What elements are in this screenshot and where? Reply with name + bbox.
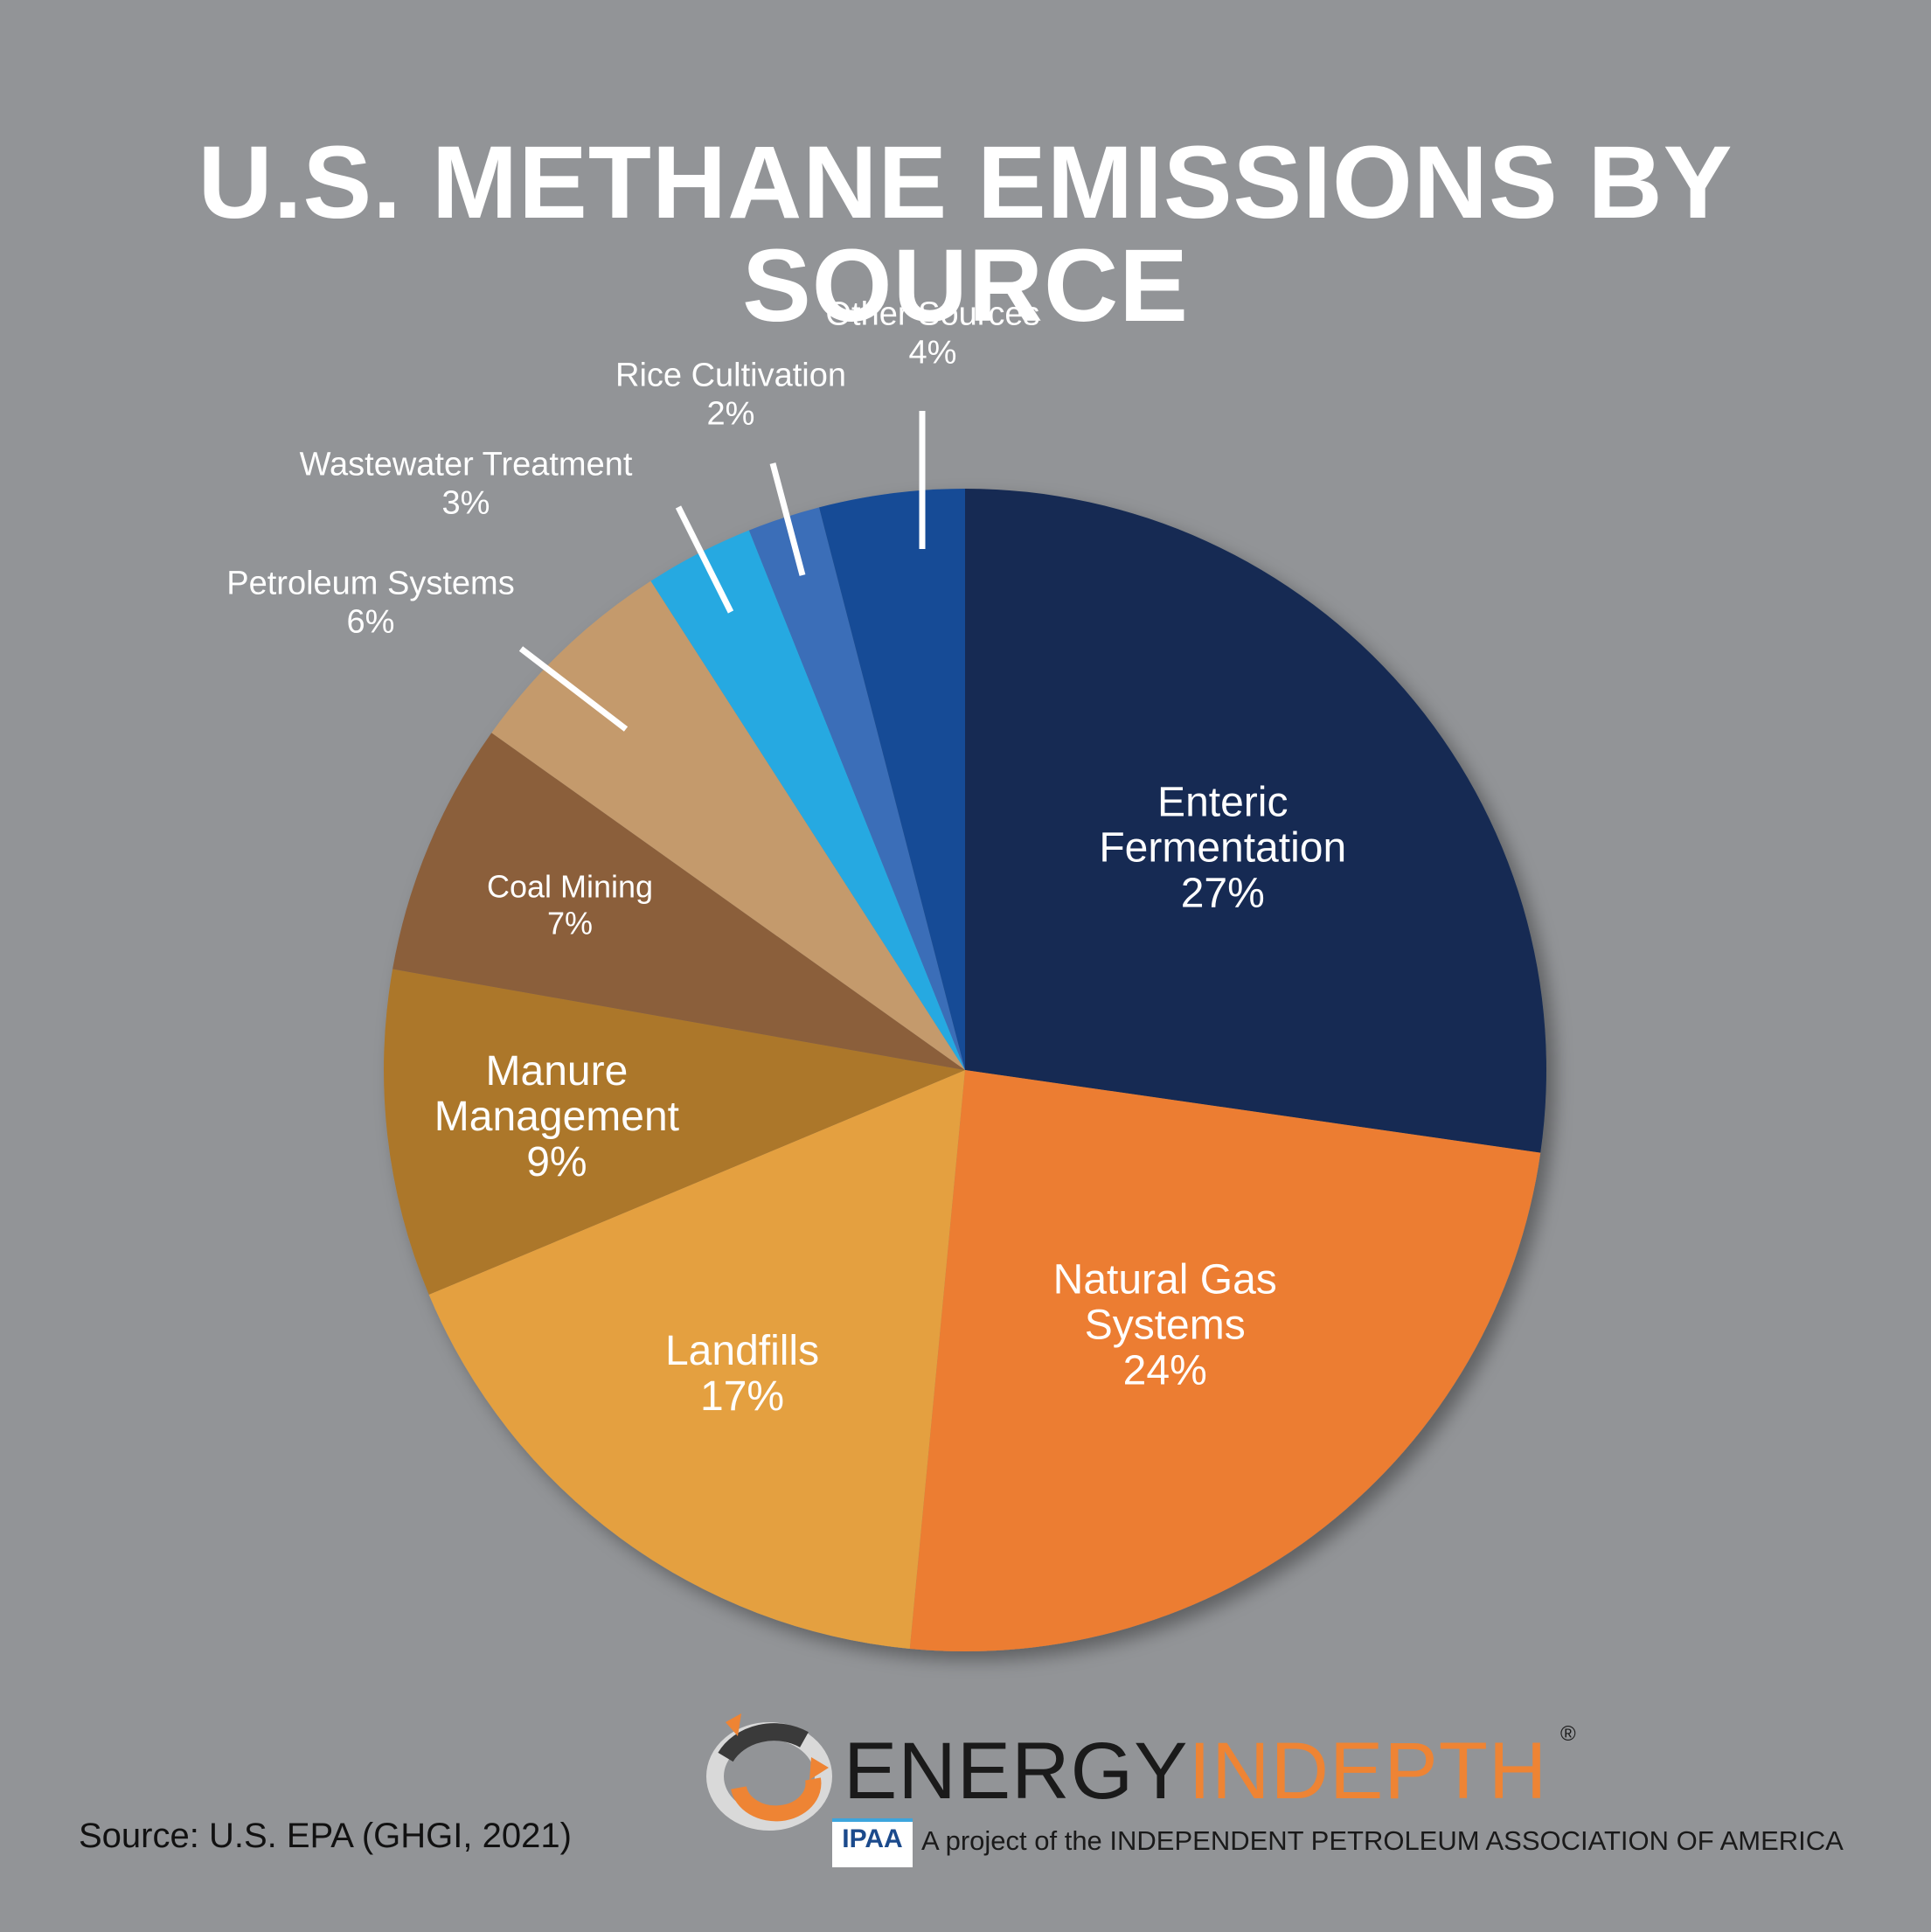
pie-slice-other-sources (818, 489, 965, 1070)
leader-line-wastewater-treatment (675, 505, 734, 614)
slice-value-petroleum-systems: 6% (347, 603, 395, 640)
pie-slices (383, 489, 1546, 1651)
brand-name-indepth: INDEPTH (1188, 1727, 1548, 1816)
slice-label-other-sources: Other Sources (826, 295, 1040, 332)
pie-slice-natural-gas-systems (909, 1070, 1541, 1651)
brand-name-energy: ENERGY (844, 1727, 1189, 1816)
slice-label-wastewater-treatment: Wastewater Treatment (300, 446, 633, 483)
slice-label-enteric-fermentation: Enteric (1157, 779, 1288, 825)
slice-value-enteric-fermentation: 27% (1181, 870, 1265, 916)
slice-label-landfills: Landfills (665, 1328, 819, 1374)
slice-label-enteric-fermentation: Fermentation (1099, 824, 1346, 871)
swirl-logo-icon (706, 1713, 832, 1831)
pie-slice-enteric-fermentation (965, 489, 1546, 1153)
energy-in-depth-logo: ENERGYINDEPTH ® IPAA A project of the IN… (699, 1687, 1844, 1867)
pie-slice-wastewater-treatment (650, 530, 965, 1070)
pie-slice-manure-management (383, 969, 965, 1295)
slice-label-manure-management: Management (434, 1094, 679, 1140)
leader-line-petroleum-systems (518, 646, 629, 732)
slice-value-wastewater-treatment: 3% (442, 484, 490, 521)
source-note: Source: U.S. EPA (GHGI, 2021) (79, 1817, 572, 1855)
slice-label-rice-cultivation: Rice Cultivation (615, 357, 846, 393)
slice-value-landfills: 17% (700, 1373, 784, 1420)
ipaa-logo: IPAA (832, 1818, 913, 1867)
slice-value-manure-management: 9% (526, 1139, 587, 1185)
chart-title: U.S. METHANE EMISSIONS BY SOURCE (198, 125, 1733, 344)
slice-value-coal-mining: 7% (547, 905, 593, 941)
slice-label-natural-gas-systems: Natural Gas (1053, 1257, 1277, 1303)
slice-value-other-sources: 4% (909, 334, 957, 371)
leader-line-rice-cultivation (769, 462, 806, 576)
slice-label-coal-mining: Coal Mining (487, 868, 653, 904)
pie-slice-coal-mining (392, 733, 965, 1070)
slice-label-manure-management: Manure (486, 1048, 629, 1095)
slice-value-natural-gas-systems: 24% (1123, 1348, 1207, 1394)
slice-label-natural-gas-systems: Systems (1085, 1303, 1246, 1349)
slice-value-rice-cultivation: 2% (707, 395, 755, 432)
pie-slice-rice-cultivation (748, 507, 965, 1070)
slice-label-petroleum-systems: Petroleum Systems (226, 565, 514, 601)
leader-lines (518, 411, 926, 732)
pie-slice-landfills (428, 1070, 965, 1649)
registered-mark: ® (1560, 1722, 1576, 1746)
pie-slice-petroleum-systems (491, 580, 965, 1070)
brand-wordmark: ENERGYINDEPTH (844, 1731, 1547, 1811)
tagline: A project of the INDEPENDENT PETROLEUM A… (921, 1825, 1844, 1856)
